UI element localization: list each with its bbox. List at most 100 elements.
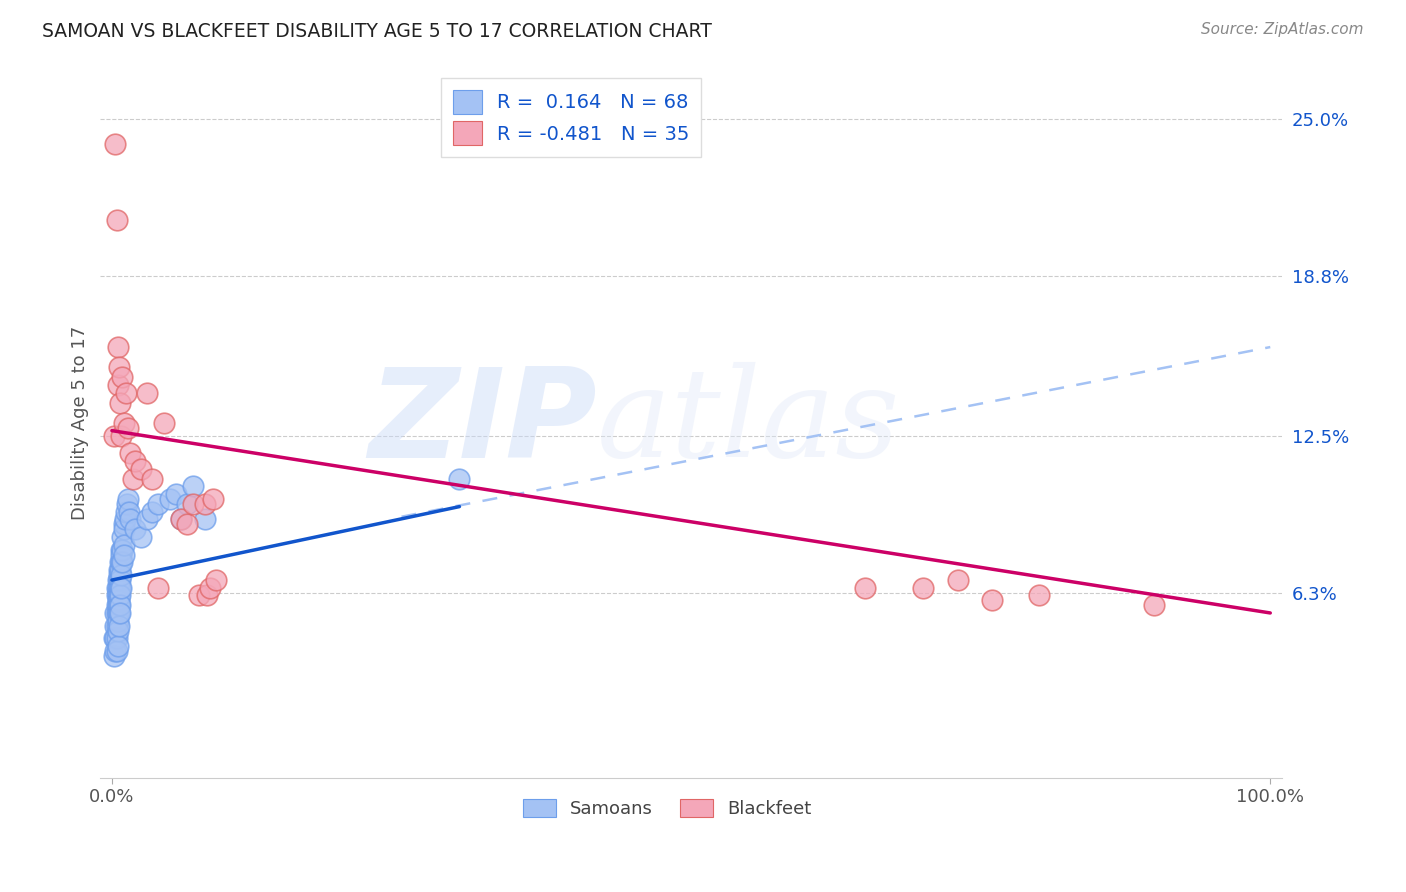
Point: [1143, 599, 1166, 613]
Point: [853, 581, 876, 595]
Point: [205, 573, 228, 587]
Point: [108, 606, 131, 620]
Point: [108, 360, 131, 375]
Point: [129, 530, 152, 544]
Point: [195, 588, 218, 602]
Point: [112, 517, 135, 532]
Point: [105, 618, 128, 632]
Point: [112, 538, 135, 552]
Point: [112, 416, 135, 430]
Point: [110, 568, 132, 582]
Point: [107, 573, 129, 587]
Point: [118, 505, 141, 519]
Point: [104, 618, 127, 632]
Point: [105, 213, 128, 227]
Point: [108, 588, 131, 602]
Point: [104, 632, 127, 646]
Point: [135, 385, 157, 400]
Point: [141, 472, 163, 486]
Point: [170, 512, 193, 526]
Point: [112, 522, 135, 536]
Point: [120, 446, 142, 460]
Point: [148, 497, 170, 511]
Point: [107, 593, 129, 607]
Point: [108, 563, 131, 577]
Point: [129, 461, 152, 475]
Point: [108, 599, 131, 613]
Point: [114, 512, 136, 526]
Point: [111, 530, 134, 544]
Point: [165, 487, 187, 501]
Point: [201, 491, 224, 506]
Point: [141, 505, 163, 519]
Point: [103, 632, 125, 646]
Point: [105, 599, 128, 613]
Text: atlas: atlas: [596, 362, 900, 483]
Point: [194, 497, 217, 511]
Legend: Samoans, Blackfeet: Samoans, Blackfeet: [516, 791, 818, 825]
Point: [176, 497, 198, 511]
Point: [108, 606, 131, 620]
Point: [108, 618, 131, 632]
Point: [105, 581, 128, 595]
Point: [112, 548, 135, 562]
Point: [108, 581, 131, 595]
Point: [108, 573, 131, 587]
Point: [111, 542, 134, 557]
Point: [105, 606, 128, 620]
Point: [108, 396, 131, 410]
Point: [120, 512, 142, 526]
Point: [107, 639, 129, 653]
Point: [181, 497, 204, 511]
Point: [108, 563, 131, 577]
Point: [117, 421, 139, 435]
Point: [159, 491, 181, 506]
Point: [108, 588, 131, 602]
Point: [107, 614, 129, 628]
Point: [981, 593, 1004, 607]
Point: [946, 573, 969, 587]
Text: ZIP: ZIP: [368, 362, 596, 483]
Point: [104, 644, 127, 658]
Point: [148, 581, 170, 595]
Point: [108, 568, 131, 582]
Point: [108, 573, 131, 587]
Point: [110, 581, 132, 595]
Point: [111, 555, 134, 569]
Point: [107, 340, 129, 354]
Point: [135, 512, 157, 526]
Point: [107, 606, 129, 620]
Point: [108, 581, 131, 595]
Point: [105, 588, 128, 602]
Point: [124, 454, 146, 468]
Point: [117, 491, 139, 506]
Point: [104, 137, 127, 152]
Point: [124, 522, 146, 536]
Point: [104, 606, 127, 620]
Point: [107, 378, 129, 392]
Point: [110, 548, 132, 562]
Point: [107, 624, 129, 638]
Text: Source: ZipAtlas.com: Source: ZipAtlas.com: [1201, 22, 1364, 37]
Point: [911, 581, 934, 595]
Point: [108, 599, 131, 613]
Point: [110, 428, 132, 442]
Point: [108, 593, 131, 607]
Point: [110, 555, 132, 569]
Point: [200, 581, 222, 595]
Point: [121, 472, 143, 486]
Point: [170, 512, 193, 526]
Point: [115, 497, 138, 511]
Text: SAMOAN VS BLACKFEET DISABILITY AGE 5 TO 17 CORRELATION CHART: SAMOAN VS BLACKFEET DISABILITY AGE 5 TO …: [42, 22, 711, 41]
Point: [105, 644, 128, 658]
Point: [176, 517, 198, 532]
Point: [114, 385, 136, 400]
Point: [108, 555, 131, 569]
Point: [187, 588, 209, 602]
Point: [107, 588, 129, 602]
Point: [153, 416, 176, 430]
Point: [114, 505, 136, 519]
Point: [103, 648, 125, 663]
Point: [107, 581, 129, 595]
Point: [449, 472, 471, 486]
